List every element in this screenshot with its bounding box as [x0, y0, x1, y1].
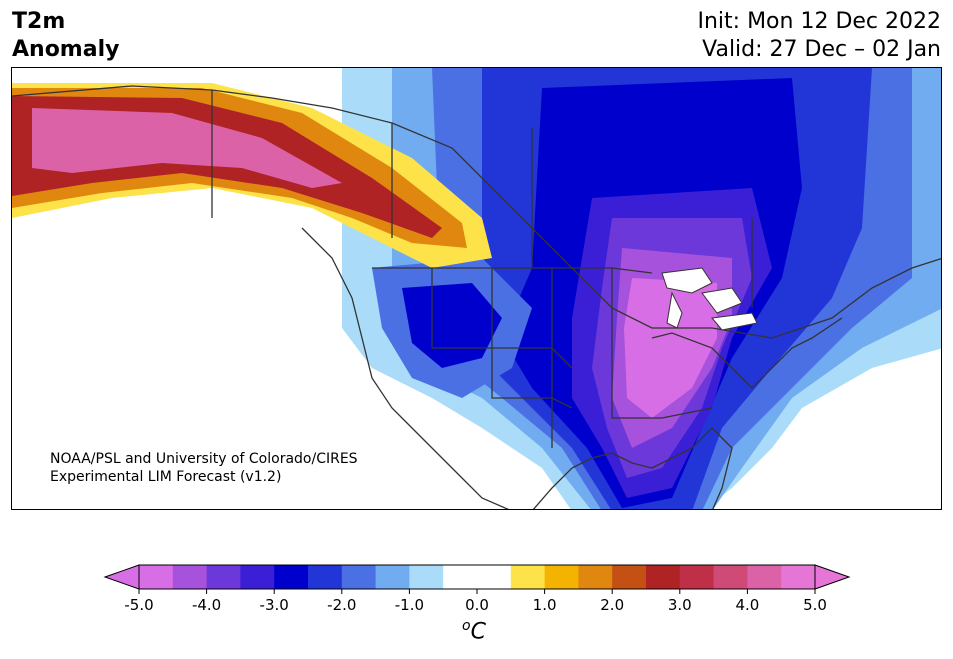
unit-superscript: o — [462, 618, 471, 634]
colorbar-tick-label: -2.0 — [327, 596, 356, 614]
colorbar-cell — [612, 565, 647, 589]
colorbar-cell — [679, 565, 715, 589]
title-line-1: T2m — [12, 9, 66, 34]
boundaries — [12, 85, 941, 509]
init-date: Init: Mon 12 Dec 2022 — [697, 9, 942, 34]
colorbar-tick-label: 2.0 — [600, 596, 624, 614]
colorbar-cell — [578, 565, 613, 589]
anomaly-map: NOAA/PSL and University of Colorado/CIRE… — [11, 67, 942, 510]
title-line-2: Anomaly — [12, 37, 120, 62]
unit-label: oC — [462, 618, 486, 644]
colorbar-cell — [274, 565, 309, 589]
colorbar-tick-label: 1.0 — [533, 596, 557, 614]
colorbar-tick-label: 5.0 — [803, 596, 827, 614]
anomaly-fields — [12, 68, 941, 509]
colorbar-cell — [341, 565, 377, 589]
colorbar-tick-label: 4.0 — [735, 596, 759, 614]
colorbar-cell — [443, 565, 478, 589]
colorbar-tick-label: -3.0 — [260, 596, 289, 614]
map-title: T2m Anomaly — [12, 8, 119, 64]
colorbar-cells — [139, 565, 816, 589]
colorbar-cell — [781, 565, 816, 589]
colorbar-under-triangle — [103, 564, 140, 590]
colorbar-cell — [713, 565, 748, 589]
valid-date: Valid: 27 Dec – 02 Jan — [702, 37, 941, 62]
colorbar-ticks: -5.0 -4.0 -3.0 -2.0 -1.0 0.0 1.0 2.0 3.0 4.0 5.0 — [124, 589, 827, 614]
colorbar-cell — [544, 565, 579, 589]
forecast-dates: Init: Mon 12 Dec 2022 Valid: 27 Dec – 02… — [698, 8, 942, 64]
map-graphic — [12, 68, 941, 509]
colorbar-tick-label: -4.0 — [192, 596, 221, 614]
colorbar-cell — [477, 565, 512, 589]
colorbar-cell — [510, 565, 546, 589]
colorbar-cell — [308, 565, 343, 589]
colorbar-tick-label: 0.0 — [465, 596, 489, 614]
colorbar-cell — [172, 565, 208, 589]
colorbar-tick-label: 3.0 — [668, 596, 692, 614]
colorbar-tick-label: -5.0 — [124, 596, 153, 614]
colorbar-tick-label: -1.0 — [395, 596, 424, 614]
map-credit: NOAA/PSL and University of Colorado/CIRE… — [50, 450, 358, 486]
colorbar-cell — [139, 565, 174, 589]
great-lakes — [661, 267, 758, 331]
colorbar-cell — [747, 565, 782, 589]
colorbar-cell — [375, 565, 410, 589]
colorbar-cell — [240, 565, 275, 589]
colorbar-over-triangle — [814, 564, 851, 590]
unit-base: C — [470, 619, 486, 645]
credit-line-1: NOAA/PSL and University of Colorado/CIRE… — [50, 451, 358, 467]
colorbar-cell — [206, 565, 241, 589]
credit-line-2: Experimental LIM Forecast (v1.2) — [50, 469, 282, 485]
colorbar-cell — [409, 565, 444, 589]
colorbar-cell — [646, 565, 681, 589]
